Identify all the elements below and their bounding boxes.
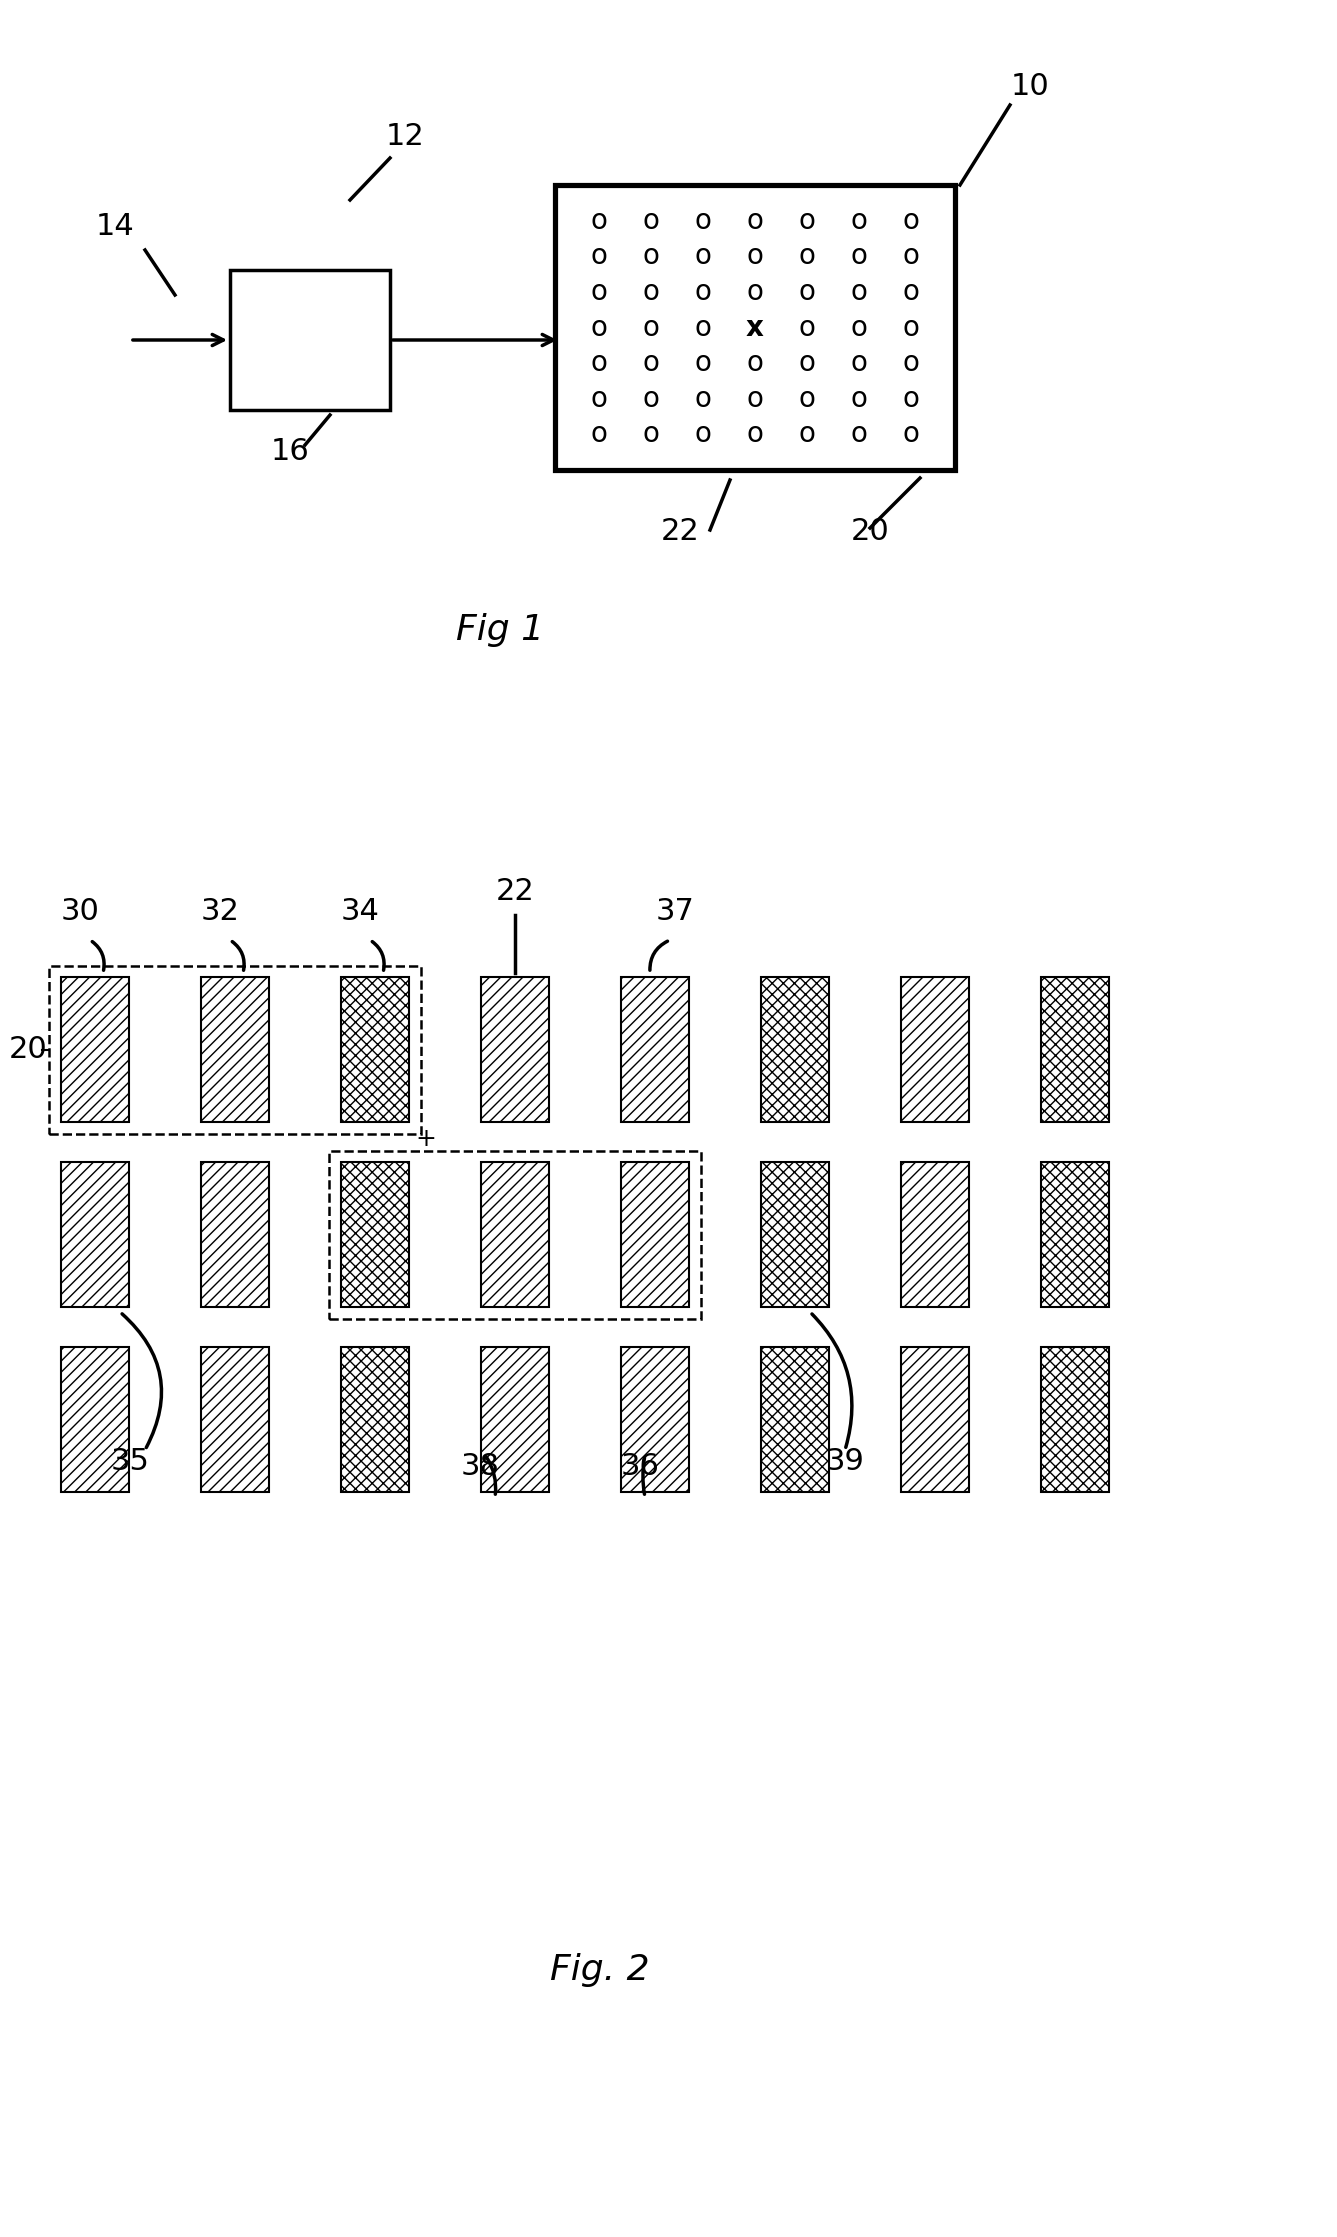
Text: o: o [798,277,816,306]
Text: 39: 39 [825,1447,865,1476]
Text: o: o [902,206,920,235]
Bar [201,978,269,1123]
Bar [201,1161,269,1306]
Text: o: o [591,349,607,378]
Text: o: o [643,242,659,271]
Text: o: o [798,349,816,378]
Text: o: o [746,242,763,271]
Text: o: o [798,385,816,412]
Bar [341,1347,409,1492]
Text: o: o [643,349,659,378]
Bar [761,1347,829,1492]
Text: o: o [746,277,763,306]
Text: o: o [850,206,868,235]
Text: o: o [902,313,920,342]
Text: o: o [643,313,659,342]
Text: 22: 22 [496,877,535,906]
Text: o: o [694,349,711,378]
Bar [761,1161,829,1306]
Text: o: o [902,349,920,378]
Bar [49,966,421,1134]
Text: 34: 34 [341,897,380,926]
Bar [761,978,829,1123]
Text: o: o [694,313,711,342]
Bar [1042,1161,1108,1306]
Bar [201,1347,269,1492]
Text: o: o [746,206,763,235]
Text: o: o [902,385,920,412]
Text: 10: 10 [1011,72,1050,101]
Bar [481,1161,550,1306]
Text: o: o [746,421,763,447]
Text: o: o [798,313,816,342]
Text: Fig 1: Fig 1 [456,613,544,646]
Bar [901,1347,969,1492]
Text: o: o [643,206,659,235]
Bar [1042,978,1108,1123]
Text: o: o [591,385,607,412]
Text: o: o [850,277,868,306]
Bar [901,1161,969,1306]
Text: o: o [850,313,868,342]
Text: o: o [643,277,659,306]
Text: o: o [798,242,816,271]
Text: o: o [746,385,763,412]
Text: 30: 30 [60,897,99,926]
Bar [62,978,128,1123]
Text: o: o [694,385,711,412]
Text: o: o [850,349,868,378]
Text: o: o [902,242,920,271]
Text: o: o [591,277,607,306]
Text: Fig. 2: Fig. 2 [551,1953,650,1986]
Text: o: o [902,277,920,306]
Text: o: o [902,421,920,447]
Text: 12: 12 [385,123,424,152]
Text: 20: 20 [8,1036,47,1065]
Text: o: o [643,421,659,447]
Text: +: + [416,1127,436,1152]
Bar [620,1161,689,1306]
Text: o: o [591,206,607,235]
Text: o: o [591,313,607,342]
Text: o: o [694,242,711,271]
Text: o: o [591,421,607,447]
Text: 14: 14 [96,213,135,242]
Text: 38: 38 [460,1452,500,1481]
Bar [341,978,409,1123]
Bar [62,1161,128,1306]
Text: 35: 35 [111,1447,150,1476]
Bar [620,1347,689,1492]
Text: o: o [746,349,763,378]
Text: o: o [798,421,816,447]
Bar [329,1152,701,1320]
Text: 32: 32 [201,897,239,926]
Text: 22: 22 [660,517,699,546]
Bar [481,978,550,1123]
Text: o: o [643,385,659,412]
Text: o: o [694,421,711,447]
Text: 37: 37 [655,897,694,926]
Text: o: o [694,206,711,235]
Bar [620,978,689,1123]
Text: o: o [798,206,816,235]
Bar [481,1347,550,1492]
Text: o: o [694,277,711,306]
Bar [230,271,390,409]
Text: x: x [746,313,763,342]
Text: o: o [850,242,868,271]
Bar [62,1347,128,1492]
Text: o: o [850,385,868,412]
Text: 16: 16 [270,436,309,465]
Text: o: o [850,421,868,447]
Text: o: o [591,242,607,271]
Bar [555,186,955,470]
Bar [901,978,969,1123]
Bar [1042,1347,1108,1492]
Bar [341,1161,409,1306]
Text: 20: 20 [850,517,889,546]
Text: 36: 36 [620,1452,659,1481]
